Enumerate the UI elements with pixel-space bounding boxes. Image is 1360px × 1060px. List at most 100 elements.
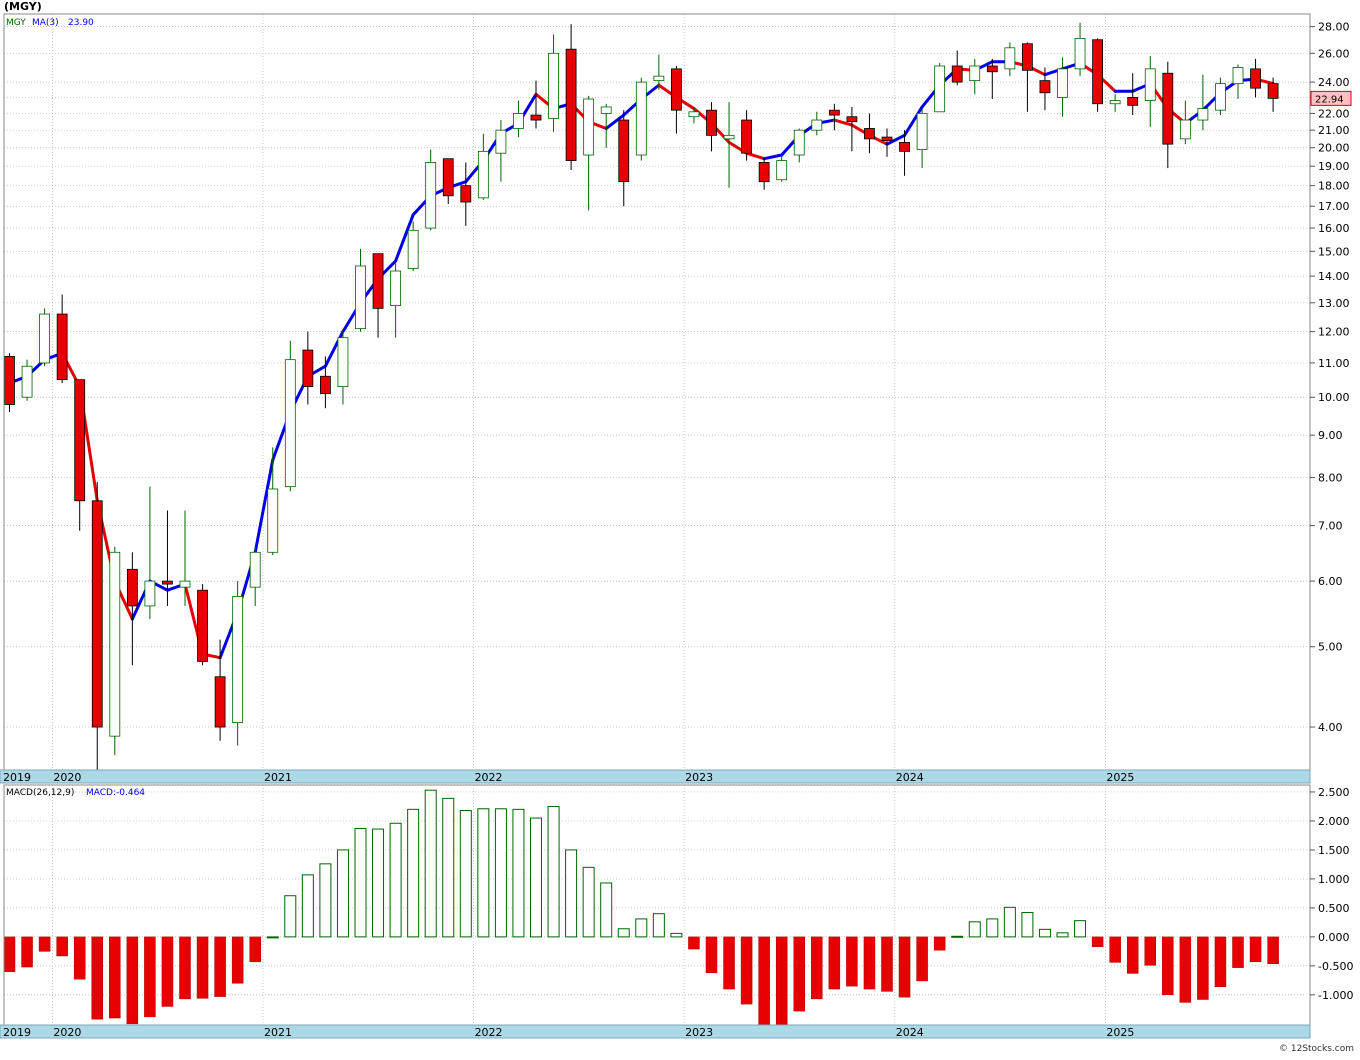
candle-body xyxy=(39,313,50,364)
ma-segment xyxy=(762,153,784,161)
ma-segment xyxy=(604,113,626,130)
price-tick-label: 21.00 xyxy=(1318,124,1350,137)
candle-body xyxy=(1004,47,1016,70)
candle-body xyxy=(618,119,630,183)
macd-bar xyxy=(1126,936,1139,974)
candle-body xyxy=(600,106,612,114)
macd-bar xyxy=(881,936,893,992)
candle-body xyxy=(986,65,998,73)
candle-body xyxy=(758,162,770,183)
macd-bar xyxy=(407,808,420,938)
candle-body xyxy=(56,313,68,381)
macd-bar xyxy=(547,805,560,938)
candle-body xyxy=(741,119,752,154)
year-label: 2019 xyxy=(3,771,31,784)
macd-bar xyxy=(1249,936,1262,963)
candle-body xyxy=(390,270,402,306)
candle-body xyxy=(407,229,419,269)
macd-bar xyxy=(1074,920,1087,938)
candle-body xyxy=(1022,43,1033,71)
macd-bar xyxy=(319,863,332,938)
candle-body xyxy=(548,52,559,119)
price-tick-label: 11.00 xyxy=(1318,357,1350,370)
price-tick-label: 16.00 xyxy=(1318,222,1350,235)
macd-bar xyxy=(670,932,683,938)
macd-bar xyxy=(828,936,841,990)
candle-body xyxy=(1039,80,1051,94)
macd-bar xyxy=(740,936,753,1005)
chart-title: (MGY) xyxy=(4,0,42,13)
candle-body xyxy=(74,379,86,502)
macd-bar xyxy=(1091,936,1104,947)
price-tick-label: 19.00 xyxy=(1318,160,1350,173)
price-tick-label: 22.00 xyxy=(1318,107,1350,120)
macd-bar xyxy=(530,817,542,938)
macd-bar xyxy=(126,936,139,1025)
year-label: 2025 xyxy=(1106,1026,1134,1039)
macd-bar xyxy=(389,822,402,938)
candle-body xyxy=(530,114,542,121)
year-label: 2020 xyxy=(53,771,81,784)
candle-body xyxy=(951,65,963,83)
candle-body xyxy=(144,580,156,607)
candle-body xyxy=(1144,68,1156,101)
candle-body xyxy=(477,150,489,199)
price-tick-label: 20.00 xyxy=(1318,142,1350,155)
price-year-labels: 2019 2020 2021 2022 2023 2024 2025 xyxy=(3,771,1134,784)
candle-body xyxy=(1074,37,1086,70)
macd-bar xyxy=(811,936,823,1000)
macd-bar xyxy=(846,936,858,987)
macd-tick-label: 0.500 xyxy=(1318,902,1350,915)
price-tick-label: 4.00 xyxy=(1318,721,1343,734)
macd-bar xyxy=(109,936,121,1019)
candle-body xyxy=(706,109,717,136)
year-label: 2023 xyxy=(685,1026,713,1039)
ma-segment xyxy=(885,133,907,146)
candle-body xyxy=(162,580,173,585)
ma-segment xyxy=(253,458,275,554)
footer-credit: © 12Stocks.com xyxy=(1279,1044,1354,1054)
candle-body xyxy=(495,129,507,154)
macd-bar xyxy=(73,936,86,980)
macd-bar xyxy=(933,936,946,951)
candle-body xyxy=(881,136,893,142)
candle-body xyxy=(21,365,33,398)
last-price-tag xyxy=(1310,90,1352,106)
legend-symbol: MGY xyxy=(6,18,26,28)
macd-bar xyxy=(617,928,630,938)
macd-bar xyxy=(1232,936,1244,968)
candle-body xyxy=(232,596,244,723)
candle-body xyxy=(214,676,226,728)
macd-bar xyxy=(582,866,595,938)
candle-body xyxy=(355,265,366,330)
candle-body xyxy=(1057,68,1068,98)
candle-body xyxy=(828,109,840,116)
candle-body xyxy=(688,111,700,118)
candle-body xyxy=(1109,100,1121,105)
candle-body xyxy=(653,75,665,82)
candle-body xyxy=(969,65,981,82)
macd-bar xyxy=(284,895,297,938)
candle-body xyxy=(635,81,647,156)
macd-bar xyxy=(1162,936,1174,996)
macd-bar xyxy=(898,936,911,998)
price-candles xyxy=(4,22,1279,770)
macd-bar xyxy=(1197,936,1209,1000)
macd-bar xyxy=(1267,936,1279,965)
macd-value-label: MACD:-0.464 xyxy=(86,788,145,798)
macd-bar xyxy=(1056,932,1069,938)
macd-bar xyxy=(1179,936,1192,1003)
price-tick-label: 13.00 xyxy=(1318,297,1350,310)
macd-bar xyxy=(3,936,16,972)
legend-ma-label: MA(3) xyxy=(32,18,59,28)
macd-bar xyxy=(1144,936,1156,966)
year-label: 2020 xyxy=(53,1026,81,1039)
ma-segment xyxy=(394,213,415,263)
ma-segment xyxy=(745,151,766,161)
candle-body xyxy=(1250,68,1261,89)
macd-bar xyxy=(968,921,981,938)
macd-bar xyxy=(459,810,472,938)
candle-body xyxy=(302,349,314,387)
macd-bar xyxy=(863,936,876,990)
